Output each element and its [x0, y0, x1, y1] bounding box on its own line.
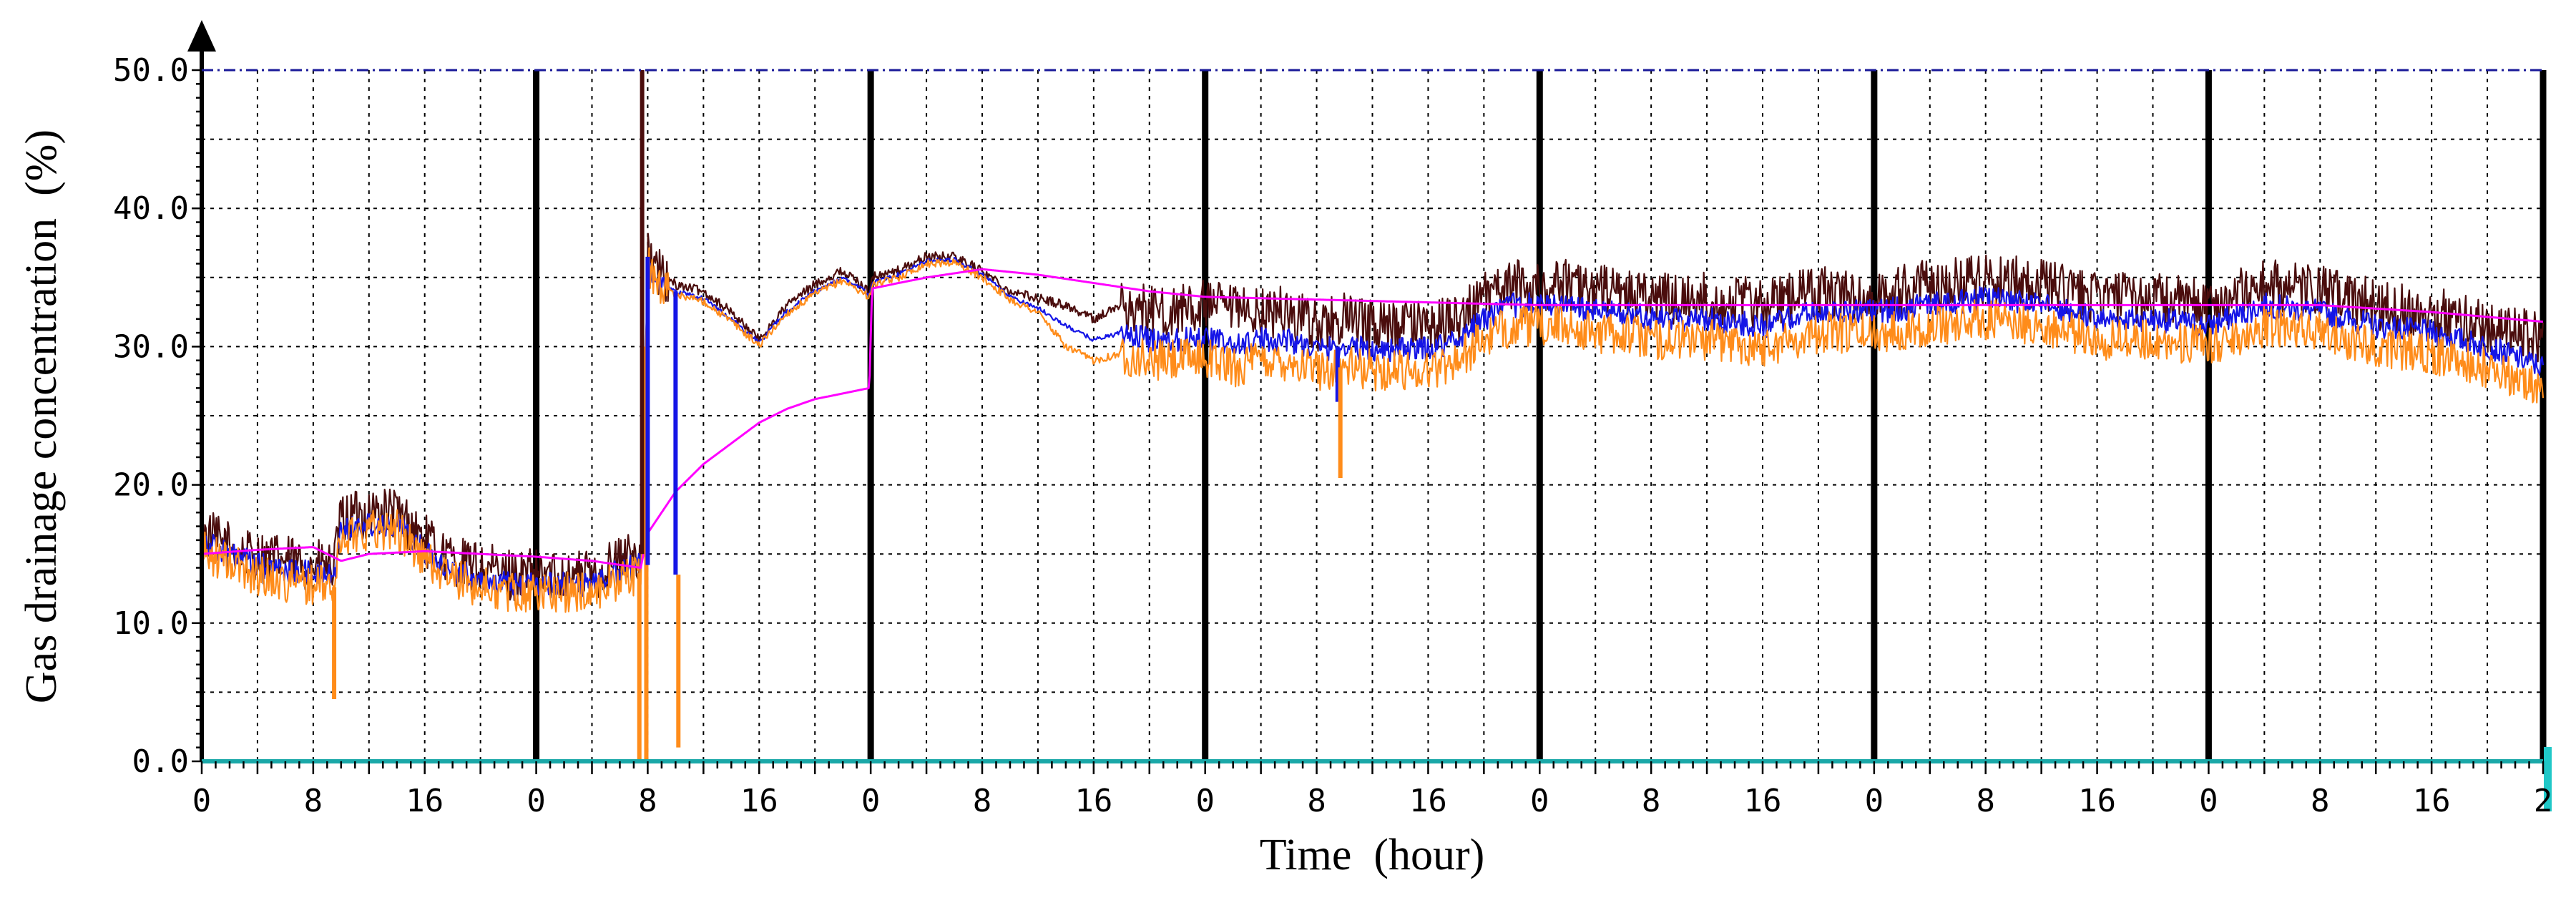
- y-tick-label: 50.0: [113, 52, 189, 89]
- series-line-orange: [200, 247, 2545, 613]
- x-tick-label: 16: [1409, 783, 1447, 819]
- x-tick-label: 8: [304, 783, 323, 819]
- x-tick-label: 0: [1195, 783, 1215, 819]
- y-axis-title: Gas drainage concentration (%): [17, 130, 66, 703]
- y-tick-label: 0.0: [132, 743, 189, 780]
- x-tick-label: 8: [1642, 783, 1661, 819]
- x-tick-label: 8: [973, 783, 992, 819]
- x-tick-label: 16: [2078, 783, 2116, 819]
- data-series: [200, 70, 2545, 761]
- x-axis-title: Time (hour): [1260, 831, 1485, 879]
- y-axis-arrow: [187, 20, 216, 52]
- x-tick-label: 0: [1530, 783, 1549, 819]
- x-tick-label: 0: [1865, 783, 1884, 819]
- x-tick-label: 16: [1074, 783, 1112, 819]
- y-tick-label: 40.0: [113, 190, 189, 227]
- x-tick-label: 0: [192, 783, 212, 819]
- y-tick-label: 20.0: [113, 467, 189, 504]
- x-tick-label: 8: [2311, 783, 2330, 819]
- x-axis-end-marker: [2544, 747, 2552, 811]
- x-tick-label: 16: [2413, 783, 2451, 819]
- x-tick-label: 16: [406, 783, 444, 819]
- y-ticks: 0.0 10.0 20.0 30.0 40.0 50.0: [113, 52, 202, 780]
- x-tick-label: 2: [2534, 783, 2553, 819]
- day-boundaries: [533, 70, 2547, 761]
- y-tick-label: 10.0: [113, 605, 189, 642]
- x-tick-label: 0: [861, 783, 881, 819]
- x-tick-label: 8: [1976, 783, 1995, 819]
- y-tick-label: 30.0: [113, 328, 189, 365]
- x-tick-label: 16: [1744, 783, 1782, 819]
- series-line-magenta: [201, 268, 2544, 569]
- x-tick-label: 16: [740, 783, 778, 819]
- x-tick-label: 8: [1307, 783, 1326, 819]
- x-ticks: 0 8 16 0 8 16 0 8 16 0 8 16 0 8 16 0 8 16 0 8 16 2: [192, 761, 2553, 819]
- x-tick-label: 8: [638, 783, 657, 819]
- x-tick-label: 0: [2199, 783, 2218, 819]
- x-tick-label: 0: [527, 783, 546, 819]
